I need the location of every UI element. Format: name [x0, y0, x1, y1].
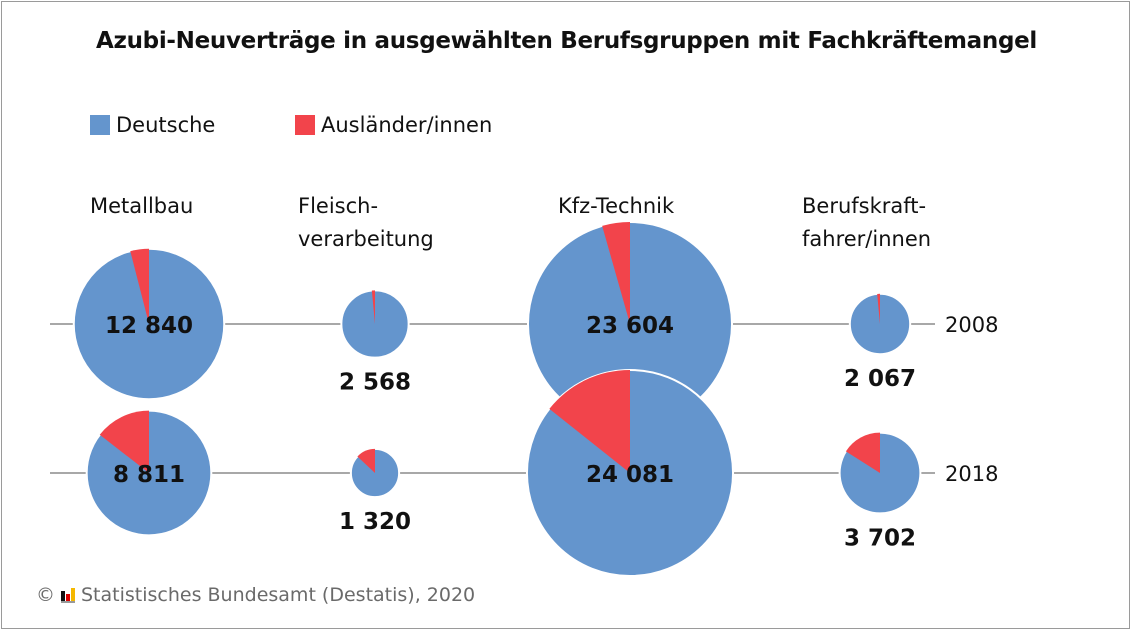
- pie-slice-auslaender: [130, 248, 149, 324]
- data-label: 2 067: [844, 366, 916, 392]
- year-label: 2018: [945, 462, 998, 486]
- pie-1-2008: [340, 289, 410, 359]
- pie-1-2018: [349, 447, 401, 499]
- category-label-fleischverarbeitung: Fleisch-verarbeitung: [298, 190, 434, 256]
- pie-slice-auslaender: [99, 410, 149, 473]
- category-label-line: Berufskraft-: [802, 194, 927, 218]
- legend-item-deutsche: Deutsche: [90, 113, 215, 137]
- data-label: 23 604: [586, 313, 674, 339]
- category-label-berufskraftfahrer: Berufskraft-fahrer/innen: [802, 190, 931, 256]
- data-label: 1 320: [339, 509, 411, 535]
- footer: © Statistisches Bundesamt (Destatis), 20…: [36, 584, 475, 606]
- pie-slice-auslaender: [371, 290, 375, 324]
- pie-2-2008: [526, 220, 734, 428]
- data-label: 8 811: [113, 462, 185, 488]
- pie-slice-auslaender: [602, 221, 630, 324]
- legend-item-auslaender: Ausländer/innen: [295, 113, 492, 137]
- category-label-metallbau: Metallbau: [90, 190, 193, 223]
- year-label: 2008: [945, 313, 998, 337]
- source-text: Statistisches Bundesamt (Destatis), 2020: [81, 584, 476, 606]
- legend-label: Deutsche: [116, 113, 216, 137]
- category-label-line: fahrer/innen: [802, 227, 932, 251]
- category-label-line: Fleisch-: [298, 194, 379, 218]
- chart-title: Azubi-Neuverträge in ausgewählten Berufs…: [96, 28, 1037, 54]
- pie-slice-auslaender: [357, 448, 375, 473]
- legend-swatch-auslaender: [295, 115, 315, 135]
- category-label-line: Kfz-Technik: [558, 194, 675, 218]
- data-label: 2 568: [339, 370, 411, 396]
- data-label: 12 840: [105, 313, 193, 339]
- pie-slice-auslaender: [877, 293, 880, 324]
- category-label-kfz-technik: Kfz-Technik: [558, 190, 674, 223]
- category-label-line: Metallbau: [90, 194, 194, 218]
- pie-2-2018: [525, 368, 735, 578]
- data-label: 3 702: [844, 525, 916, 551]
- category-label-line: verarbeitung: [298, 227, 434, 251]
- legend-swatch-deutsche: [90, 115, 110, 135]
- pie-3-2018: [838, 431, 922, 515]
- pie-0-2008: [72, 247, 226, 401]
- pie-0-2018: [85, 409, 213, 537]
- copyright-symbol: ©: [36, 584, 55, 606]
- pie-3-2008: [848, 292, 912, 356]
- destatis-logo-icon: [61, 587, 75, 603]
- legend-label: Ausländer/innen: [321, 113, 493, 137]
- pie-slice-auslaender: [845, 432, 880, 473]
- pie-slice-auslaender: [549, 369, 630, 473]
- data-label: 24 081: [586, 462, 674, 488]
